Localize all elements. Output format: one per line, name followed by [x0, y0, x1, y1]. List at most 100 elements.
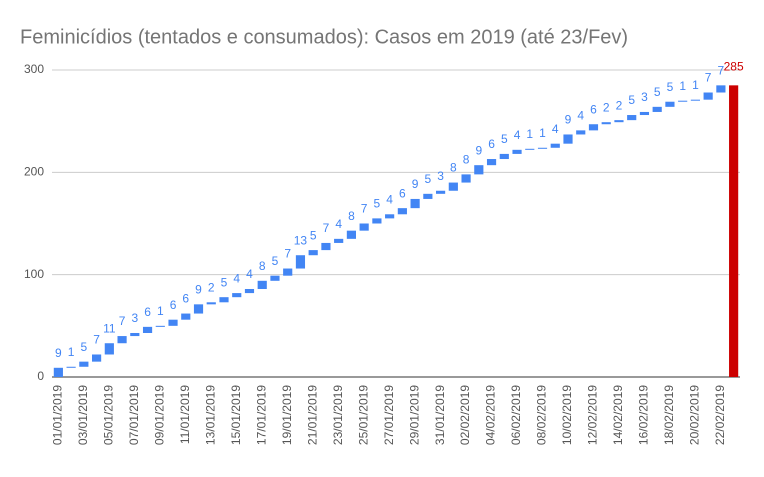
data-label: 11	[103, 321, 116, 335]
bar	[334, 238, 344, 243]
data-label: 8	[450, 161, 457, 175]
data-label: 7	[93, 333, 100, 347]
x-tick-label: 03/01/2019	[76, 385, 90, 445]
x-tick-label: 01/01/2019	[51, 385, 65, 445]
y-tick-label: 100	[24, 267, 44, 281]
data-label: 3	[131, 311, 138, 325]
x-tick-label: 27/01/2019	[382, 385, 396, 445]
bar	[359, 223, 369, 231]
data-label: 9	[475, 143, 482, 157]
data-label: 1	[692, 78, 699, 92]
bar	[563, 134, 573, 144]
bar	[410, 198, 420, 209]
data-label: 8	[463, 153, 470, 167]
bar	[155, 325, 165, 327]
bar	[168, 319, 178, 326]
data-label: 8	[348, 209, 355, 223]
x-tick-label: 19/01/2019	[280, 385, 294, 445]
data-label: 6	[488, 137, 495, 151]
bar	[181, 313, 191, 320]
bar	[142, 326, 153, 333]
data-label: 1	[679, 79, 686, 93]
bar	[652, 106, 662, 112]
bar	[461, 174, 471, 183]
data-label: 6	[170, 298, 177, 312]
x-tick-label: 15/01/2019	[229, 385, 243, 445]
x-tick-label: 14/02/2019	[611, 385, 625, 445]
bar	[448, 182, 458, 191]
bar	[525, 148, 535, 150]
data-label: 2	[616, 98, 623, 112]
bar	[104, 343, 114, 355]
bar	[716, 85, 726, 93]
x-tick-label: 16/02/2019	[637, 385, 651, 445]
data-label: 1	[68, 345, 75, 359]
x-tick-label: 02/02/2019	[458, 385, 472, 445]
data-label: 6	[144, 305, 151, 319]
data-label: 8	[259, 259, 266, 273]
bar	[550, 143, 560, 148]
data-label: 1	[526, 127, 533, 141]
bar	[193, 304, 204, 314]
bar	[499, 153, 509, 160]
bar	[79, 361, 89, 367]
bar	[219, 297, 229, 303]
data-label: 5	[628, 93, 635, 107]
bar	[665, 101, 675, 107]
data-label: 5	[425, 172, 432, 186]
bar	[601, 122, 611, 125]
data-label: 5	[667, 80, 674, 94]
data-label: 4	[514, 128, 521, 142]
data-label: 1	[539, 126, 546, 140]
x-tick-label: 04/02/2019	[484, 385, 498, 445]
x-tick-label: 13/01/2019	[203, 385, 217, 445]
bar	[627, 115, 637, 121]
data-label: 5	[272, 254, 279, 268]
y-tick-label: 0	[37, 369, 44, 383]
data-label: 5	[221, 275, 228, 289]
x-tick-label: 25/01/2019	[356, 385, 370, 445]
data-label: 7	[119, 314, 126, 328]
x-tick-label: 06/02/2019	[509, 385, 523, 445]
bar	[244, 288, 255, 294]
data-label: 2	[208, 280, 215, 294]
bar	[372, 218, 382, 224]
bar	[270, 275, 280, 281]
bar	[486, 159, 497, 166]
data-label: 7	[705, 71, 712, 85]
data-label: 6	[590, 102, 597, 116]
bar	[321, 242, 331, 251]
bar	[117, 336, 127, 344]
bar	[283, 268, 293, 276]
bar	[257, 280, 267, 289]
data-label: 5	[374, 197, 381, 211]
data-label: 3	[437, 169, 444, 183]
data-label: 3	[641, 90, 648, 104]
x-tick-label: 05/01/2019	[102, 385, 116, 445]
data-label: 7	[323, 221, 330, 235]
bar	[576, 130, 586, 135]
data-label: 9	[55, 346, 62, 360]
bar	[66, 366, 76, 368]
x-tick-label: 10/02/2019	[560, 385, 574, 445]
y-tick-label: 300	[24, 62, 44, 76]
bar	[474, 165, 484, 175]
bar	[346, 230, 356, 239]
bar	[703, 92, 713, 100]
data-label: 7	[284, 247, 291, 261]
total-bar	[729, 85, 739, 377]
data-label: 2	[603, 100, 610, 114]
x-tick-label: 21/01/2019	[305, 385, 319, 445]
x-tick-label: 07/01/2019	[127, 385, 141, 445]
data-label: 5	[81, 340, 88, 354]
data-label: 7	[361, 202, 368, 216]
x-tick-label: 12/02/2019	[586, 385, 600, 445]
x-tick-label: 22/02/2019	[713, 385, 727, 445]
data-label: 13	[294, 233, 308, 247]
bar	[308, 250, 318, 256]
bar	[512, 149, 522, 154]
bar	[53, 367, 63, 377]
chart-title: Feminicídios (tentados e consumados): Ca…	[20, 26, 628, 48]
bar	[397, 208, 407, 215]
data-label: 7	[718, 64, 725, 78]
